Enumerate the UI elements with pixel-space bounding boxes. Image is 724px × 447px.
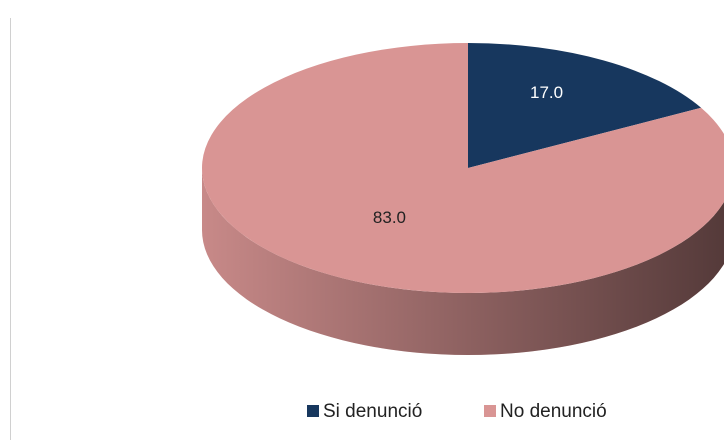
slice — [202, 43, 724, 293]
slice — [468, 43, 702, 168]
value-label: 83.0 — [373, 208, 406, 227]
pie: 17.0 83.0 — [202, 43, 724, 355]
value-label: 17.0 — [530, 83, 563, 102]
legend-swatch — [484, 405, 496, 417]
legend-swatch — [307, 405, 319, 417]
legend: Si denunció No denunció — [307, 401, 607, 422]
legend-label: No denunció — [500, 401, 607, 422]
side-shade — [202, 168, 724, 355]
legend-label: Si denunció — [323, 401, 422, 422]
